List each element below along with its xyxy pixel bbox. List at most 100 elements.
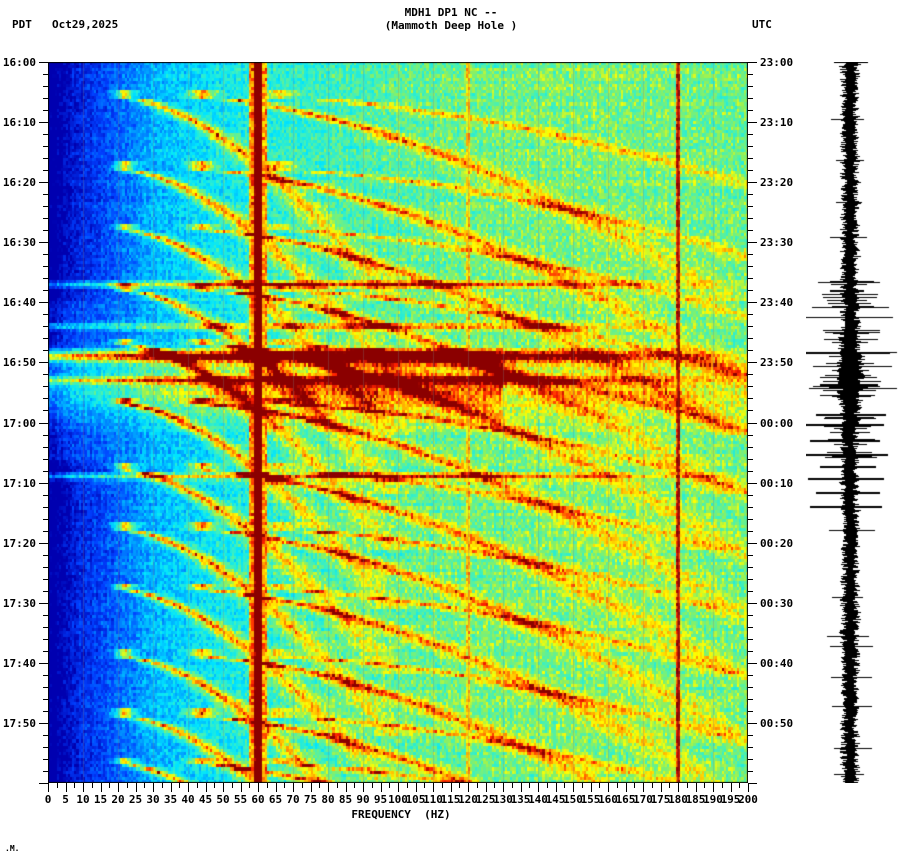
- axis-major-tick: [503, 783, 504, 792]
- axis-major-tick: [748, 482, 757, 484]
- axis-minor-tick: [43, 374, 48, 376]
- axis-minor-tick: [748, 194, 753, 196]
- frequency-label: 80: [321, 793, 335, 806]
- time-label-utc: 00:30: [760, 596, 794, 610]
- axis-minor-tick: [91, 783, 93, 788]
- frequency-label: 130: [493, 793, 513, 806]
- axis-major-tick: [433, 783, 434, 792]
- axis-minor-tick: [249, 783, 251, 788]
- axis-minor-tick: [748, 314, 753, 316]
- axis-major-tick: [188, 783, 189, 792]
- time-label-pdt: 17:20: [2, 536, 36, 550]
- axis-minor-tick: [43, 314, 48, 316]
- axis-minor-tick: [43, 230, 48, 232]
- frequency-label: 65: [268, 793, 283, 806]
- axis-minor-tick: [748, 146, 753, 148]
- spectrogram-canvas: [48, 62, 748, 783]
- frequency-label: 160: [598, 793, 618, 806]
- axis-major-tick: [450, 783, 452, 792]
- axis-major-tick: [39, 182, 48, 184]
- axis-major-tick: [748, 122, 757, 124]
- axis-minor-tick: [406, 783, 408, 788]
- frequency-label: 115: [440, 793, 461, 806]
- seismogram-panel[interactable]: [806, 62, 898, 783]
- frequency-label: 110: [423, 793, 443, 806]
- axis-minor-tick: [748, 410, 753, 412]
- axis-minor-tick: [748, 614, 753, 616]
- axis-minor-tick: [616, 783, 618, 788]
- time-label-pdt: 16:20: [2, 176, 36, 190]
- frequency-label: 185: [685, 793, 706, 806]
- frequency-label: 10: [76, 793, 90, 806]
- axis-minor-tick: [43, 446, 48, 448]
- station-subtitle: (Mammoth Deep Hole ): [384, 19, 518, 32]
- frequency-label: 165: [615, 793, 636, 806]
- axis-minor-tick: [748, 218, 753, 220]
- axis-minor-tick: [43, 398, 48, 400]
- frequency-label: 145: [545, 793, 566, 806]
- axis-major-tick: [258, 783, 259, 792]
- time-label-utc: 23:40: [760, 296, 794, 310]
- axis-major-tick: [39, 362, 48, 364]
- time-label-pdt: 17:00: [2, 416, 36, 430]
- timezone-label-right: UTC: [752, 18, 772, 31]
- axis-minor-tick: [43, 734, 48, 736]
- axis-minor-tick: [43, 170, 48, 172]
- axis-minor-tick: [43, 134, 48, 136]
- axis-minor-tick: [43, 458, 48, 460]
- axis-major-tick: [748, 242, 757, 244]
- axis-minor-tick: [748, 566, 753, 568]
- spectrogram-plot[interactable]: [48, 62, 748, 783]
- frequency-label: 60: [251, 793, 265, 806]
- axis-major-tick: [380, 783, 382, 792]
- frequency-label: 150: [563, 793, 583, 806]
- axis-minor-tick: [43, 578, 48, 580]
- axis-minor-tick: [748, 734, 753, 736]
- seismogram-canvas: [806, 62, 898, 783]
- frequency-label: 50: [216, 793, 230, 806]
- axis-major-tick: [415, 783, 417, 792]
- axis-minor-tick: [43, 266, 48, 268]
- axis-major-tick: [39, 482, 48, 484]
- time-label-pdt: 17:50: [2, 716, 36, 730]
- axis-minor-tick: [126, 783, 128, 788]
- frequency-label: 40: [181, 793, 195, 806]
- frequency-label: 200: [738, 793, 758, 806]
- axis-minor-tick: [43, 590, 48, 592]
- axis-major-tick: [39, 602, 48, 604]
- axis-minor-tick: [43, 650, 48, 652]
- axis-minor-tick: [43, 86, 48, 88]
- axis-minor-tick: [161, 783, 163, 788]
- axis-minor-tick: [748, 650, 753, 652]
- frequency-label: 140: [528, 793, 548, 806]
- frequency-label: 100: [388, 793, 408, 806]
- axis-minor-tick: [599, 783, 601, 788]
- axis-minor-tick: [704, 783, 706, 788]
- time-label-pdt: 16:30: [2, 236, 36, 250]
- axis-minor-tick: [748, 374, 753, 376]
- axis-minor-tick: [748, 554, 753, 556]
- frequency-label: 55: [233, 793, 248, 806]
- axis-major-tick: [135, 783, 137, 792]
- axis-major-tick: [695, 783, 697, 792]
- axis-minor-tick: [266, 783, 268, 788]
- axis-minor-tick: [109, 783, 111, 788]
- axis-minor-tick: [43, 410, 48, 412]
- axis-minor-tick: [43, 746, 48, 748]
- time-label-pdt: 17:10: [2, 476, 36, 490]
- axis-minor-tick: [748, 134, 753, 136]
- axis-minor-tick: [748, 278, 753, 280]
- axis-minor-tick: [748, 638, 753, 640]
- axis-major-tick: [39, 783, 48, 784]
- axis-minor-tick: [43, 518, 48, 520]
- time-label-utc: 00:20: [760, 536, 794, 550]
- axis-major-tick: [240, 783, 242, 792]
- axis-minor-tick: [43, 158, 48, 160]
- time-label-utc: 23:50: [760, 356, 794, 370]
- frequency-label: 105: [405, 793, 426, 806]
- axis-major-tick: [748, 542, 757, 544]
- axis-major-tick: [398, 783, 399, 792]
- time-label-utc: 00:10: [760, 476, 794, 490]
- axis-minor-tick: [651, 783, 653, 788]
- axis-minor-tick: [748, 86, 753, 88]
